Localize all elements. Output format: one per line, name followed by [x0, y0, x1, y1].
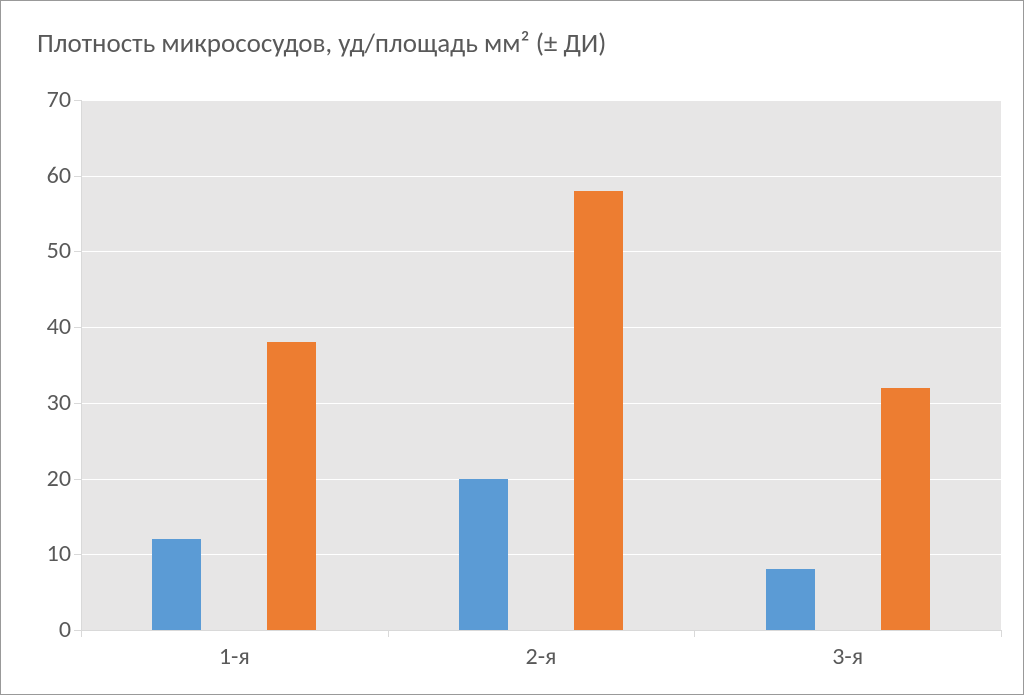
bar-series1	[459, 479, 508, 630]
y-tick-mark	[74, 251, 81, 252]
gridline	[81, 403, 1001, 404]
plot-area	[81, 100, 1001, 630]
y-tick-mark	[74, 630, 81, 631]
y-tick-label: 30	[21, 391, 71, 415]
x-tick-mark	[81, 630, 82, 637]
y-tick-label: 50	[21, 239, 71, 263]
y-tick-label: 60	[21, 164, 71, 188]
y-axis	[81, 100, 82, 630]
y-tick-label: 0	[21, 618, 71, 642]
x-tick-label: 1-я	[184, 645, 284, 669]
chart-title: Плотность микрососудов, уд/площадь мм² (…	[37, 27, 606, 60]
y-tick-label: 20	[21, 467, 71, 491]
y-tick-mark	[74, 327, 81, 328]
bar-series2	[574, 191, 623, 630]
gridline	[81, 251, 1001, 252]
bar-series2	[267, 342, 316, 630]
y-tick-label: 10	[21, 542, 71, 566]
gridline	[81, 176, 1001, 177]
gridline	[81, 100, 1001, 101]
x-tick-label: 2-я	[491, 645, 591, 669]
x-tick-mark	[388, 630, 389, 637]
y-tick-mark	[74, 554, 81, 555]
gridline	[81, 327, 1001, 328]
y-tick-mark	[74, 176, 81, 177]
y-tick-mark	[74, 403, 81, 404]
y-tick-mark	[74, 479, 81, 480]
x-axis	[81, 630, 1001, 631]
y-tick-mark	[74, 100, 81, 101]
chart-frame: Плотность микрососудов, уд/площадь мм² (…	[0, 0, 1024, 695]
bar-series2	[881, 388, 930, 630]
gridline	[81, 479, 1001, 480]
x-tick-label: 3-я	[798, 645, 898, 669]
x-tick-mark	[694, 630, 695, 637]
x-tick-mark	[1001, 630, 1002, 637]
y-tick-label: 40	[21, 315, 71, 339]
bar-series1	[766, 569, 815, 630]
bar-series1	[152, 539, 201, 630]
gridline	[81, 554, 1001, 555]
y-tick-label: 70	[21, 88, 71, 112]
